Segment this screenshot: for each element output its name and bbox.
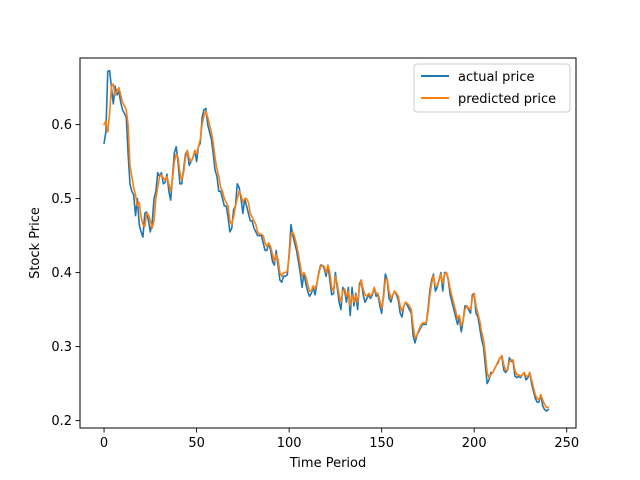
y-tick-label: 0.3 [51,340,72,355]
x-tick-label: 0 [100,436,108,451]
legend-label-actual-price: actual price [458,70,535,85]
plot-area [80,58,576,428]
x-tick-label: 150 [369,436,394,451]
x-tick-label: 100 [277,436,302,451]
x-axis-ticks: 0 50 100 150 200 250 [100,428,579,451]
y-axis-label: Stock Price [28,207,43,279]
y-tick-label: 0.5 [51,192,72,207]
y-tick-label: 0.4 [51,266,72,281]
series-layer [102,69,550,412]
x-tick-label: 250 [554,436,579,451]
y-axis-ticks: 0.2 0.3 0.4 0.5 0.6 [51,118,80,429]
legend: actual price predicted price [413,63,571,113]
x-tick-label: 200 [462,436,487,451]
legend-box [413,63,571,113]
plot-frame [79,57,577,429]
x-tick-label: 50 [188,436,205,451]
series-line-predicted-price [102,83,550,409]
y-tick-label: 0.6 [51,118,72,133]
x-axis-label: Time Period [289,456,366,471]
y-tick-label: 0.2 [51,414,72,429]
legend-label-predicted-price: predicted price [458,92,556,107]
